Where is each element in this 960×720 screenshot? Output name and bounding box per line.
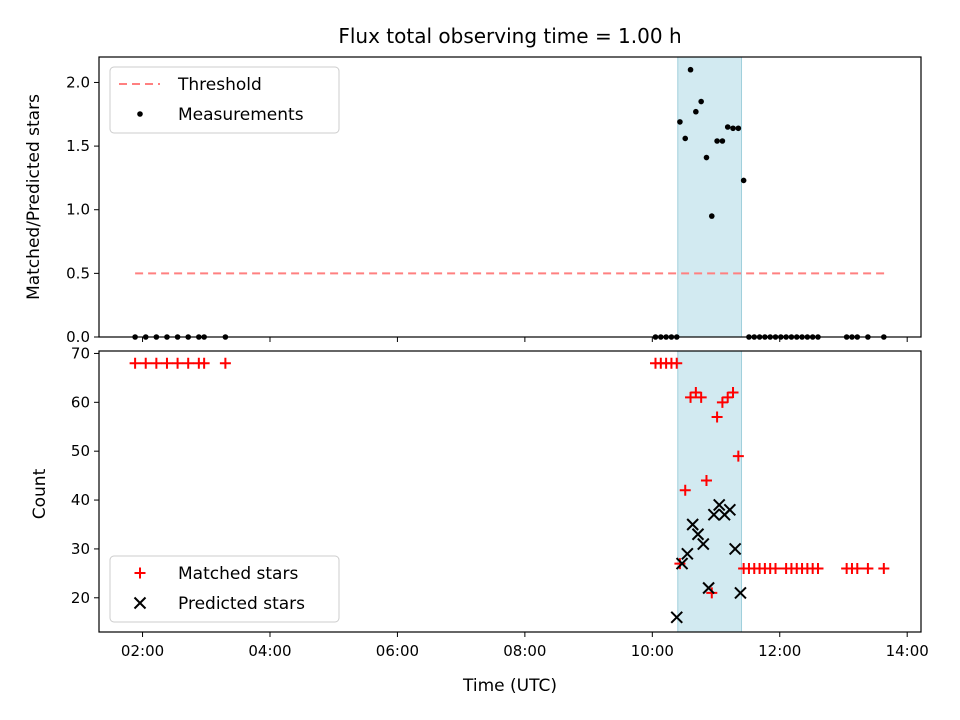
- bottom-y-axis-label: Count: [30, 468, 50, 519]
- predicted-star-marker: [675, 557, 689, 570]
- axes-frame: [98, 350, 922, 633]
- matched-star-marker: [711, 411, 723, 423]
- matched-star-marker: [161, 357, 173, 369]
- legend-label: Predicted stars: [178, 594, 305, 614]
- shaded-observing-window: [677, 56, 743, 338]
- legend-predicted-swatch: [133, 596, 147, 610]
- measurement-point: [693, 108, 699, 115]
- legend-label: Threshold: [177, 75, 262, 95]
- measurement-point: [703, 154, 710, 161]
- measurement-point: [708, 213, 715, 219]
- measurement-point: [730, 125, 736, 132]
- measurement-point: [682, 135, 689, 142]
- x-tick-label: 10:00: [631, 642, 674, 660]
- matched-star-marker: [182, 357, 194, 369]
- predicted-star-marker: [707, 508, 721, 521]
- matched-star-marker: [695, 391, 707, 403]
- predicted-star-marker: [670, 611, 683, 624]
- y-tick-label: 70: [71, 344, 90, 362]
- matched-star-marker: [129, 357, 141, 369]
- y-tick-label: 20: [71, 589, 90, 607]
- y-tick-label: 0.0: [66, 328, 90, 346]
- x-tick-label: 12:00: [758, 642, 801, 660]
- predicted-star-marker: [734, 586, 747, 600]
- matched-star-marker: [770, 562, 782, 574]
- y-tick-label: 0.5: [66, 264, 90, 282]
- predicted-star-marker: [713, 498, 726, 512]
- legend-measurement-swatch: [137, 111, 143, 117]
- x-tick-label: 04:00: [248, 642, 291, 660]
- x-tick-label: 06:00: [376, 642, 419, 660]
- legend-box: [109, 66, 340, 134]
- legend-box: [109, 555, 340, 623]
- matched-star-marker: [700, 475, 712, 487]
- y-tick-label: 2.0: [66, 73, 90, 91]
- measurement-point: [698, 98, 704, 105]
- matched-star-marker: [722, 391, 734, 403]
- predicted-star-marker: [686, 518, 699, 531]
- predicted-star-marker: [728, 542, 742, 556]
- x-axis-label: Time (UTC): [462, 676, 557, 696]
- predicted-star-marker: [702, 581, 715, 595]
- matched-star-marker: [671, 357, 683, 369]
- measurement-point: [677, 119, 683, 125]
- matched-star-marker: [732, 450, 744, 462]
- legend: Matched stars Predicted stars: [109, 555, 340, 623]
- x-tick-label: 14:00: [886, 642, 929, 660]
- matched-star-marker: [172, 357, 184, 369]
- bottom-panel: 02:00 04:00 06:00 08:00 10:00 12:00 14:00 20 30 4…: [71, 344, 929, 660]
- matched-star-marker: [727, 387, 739, 399]
- y-tick-label: 50: [71, 442, 90, 460]
- matched-star-marker: [706, 587, 718, 599]
- measurement-point: [714, 138, 720, 144]
- chart-title: Flux total observing time = 1.00 h: [338, 24, 681, 48]
- matched-star-marker: [140, 357, 152, 369]
- predicted-star-marker: [691, 528, 705, 541]
- y-tick-label: 30: [71, 540, 90, 558]
- measurement-point: [687, 66, 694, 73]
- predicted-star-marker: [697, 537, 710, 551]
- matched-star-marker: [674, 558, 686, 570]
- y-tick-label: 60: [71, 393, 90, 411]
- legend-label: Matched stars: [178, 564, 298, 584]
- matched-star-marker: [812, 562, 824, 574]
- matched-star-marker: [878, 562, 890, 574]
- x-tick-label: 02:00: [121, 642, 164, 660]
- y-tick-label: 1.0: [66, 201, 90, 219]
- predicted-star-marker: [681, 547, 694, 561]
- measurement-point: [724, 124, 731, 130]
- matched-star-marker: [219, 357, 231, 369]
- legend: Threshold Measurements: [109, 66, 340, 134]
- measurement-point: [740, 177, 747, 184]
- matched-star-marker: [679, 484, 691, 496]
- matched-star-marker: [862, 562, 874, 574]
- measurement-point: [735, 125, 742, 132]
- matched-star-marker: [851, 562, 863, 574]
- x-tick-label: 08:00: [503, 642, 546, 660]
- top-panel: 0.0 0.5 1.0 1.5 2.0 Threshold Measurements: [66, 56, 922, 346]
- matched-star-marker: [685, 391, 697, 403]
- y-tick-label: 40: [71, 491, 90, 509]
- matched-star-marker: [150, 357, 162, 369]
- matched-star-marker: [690, 387, 702, 399]
- measurement-point: [719, 138, 726, 144]
- axes-frame: [98, 56, 922, 338]
- legend-matched-swatch: [134, 567, 146, 579]
- top-y-axis-label: Matched/Predicted stars: [24, 94, 44, 300]
- matched-star-marker: [716, 396, 728, 408]
- matched-star-marker: [198, 357, 210, 369]
- y-tick-label: 1.5: [66, 137, 90, 155]
- predicted-star-marker: [723, 503, 737, 517]
- legend-label: Measurements: [178, 105, 304, 125]
